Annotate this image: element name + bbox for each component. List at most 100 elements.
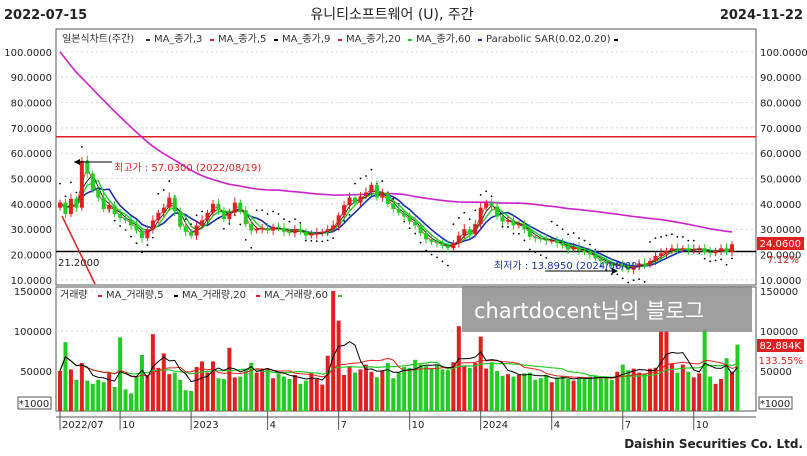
volume-bar: [506, 374, 510, 411]
candle-body: [249, 224, 254, 231]
sar-dot: [567, 233, 569, 236]
volume-bar: [129, 393, 134, 411]
sar-dot: [162, 189, 165, 191]
sar-dot: [321, 240, 324, 243]
volume-bar: [358, 369, 363, 411]
sar-dot: [146, 244, 149, 246]
sar-dot: [485, 190, 488, 193]
candle-body: [522, 224, 527, 230]
footer-brand: Daishin Securities Co. Ltd.: [624, 437, 803, 451]
volume-bar: [511, 376, 516, 411]
legend-swatch: [274, 39, 278, 41]
candle-body: [445, 245, 450, 249]
candle-body: [145, 229, 150, 239]
candle-body: [538, 238, 543, 240]
volume-bar: [369, 371, 374, 411]
volume-unit-right: *1000: [760, 399, 790, 410]
candle-body: [527, 229, 532, 237]
sar-dot: [59, 182, 61, 185]
chart-title: 유니티소프트웨어 (U), 주간: [310, 7, 473, 23]
price-badge-text: 24.0600: [760, 239, 801, 250]
candle-body: [533, 236, 538, 239]
candle-body: [631, 265, 636, 270]
x-tick-label: 2022/07: [62, 420, 104, 431]
sar-dot: [250, 246, 253, 249]
sar-dot: [709, 260, 712, 263]
x-tick-label: 10: [696, 420, 709, 431]
volume-bar: [183, 390, 188, 411]
volume-bar: [118, 337, 123, 411]
volume-unit-left: *1000: [19, 399, 49, 410]
candle-body: [609, 263, 614, 266]
trend-line: [61, 215, 96, 285]
price-tick-label-right: 70.0000: [760, 124, 801, 135]
volume-bar: [735, 344, 740, 411]
legend-swatch: [146, 39, 150, 41]
candle-body: [221, 210, 226, 220]
volume-tick-label-right: 50000: [760, 367, 792, 378]
volume-tick-label-right: 150000: [760, 287, 798, 298]
sar-dot: [627, 281, 630, 284]
sar-dot: [703, 257, 706, 260]
sar-dot: [436, 256, 438, 259]
sar-dot: [501, 225, 504, 228]
candle-body: [642, 263, 647, 265]
volume-bar: [139, 355, 144, 411]
candle-body: [189, 231, 194, 236]
candle-body: [577, 246, 582, 251]
volume-tick-label-left: 150000: [14, 287, 52, 298]
volume-bar: [467, 367, 472, 411]
sar-dot: [676, 235, 679, 238]
candle-body: [697, 248, 702, 250]
sar-dot: [660, 235, 662, 238]
volume-bar: [445, 370, 450, 411]
candle-body: [473, 224, 478, 235]
sar-dot: [343, 219, 345, 222]
candle-body: [298, 229, 303, 232]
legend-label: MA_종가,20: [346, 33, 401, 45]
sar-dot: [299, 222, 302, 224]
candle-body: [243, 210, 248, 225]
volume-unit-right-box: [758, 396, 793, 410]
sar-dot: [283, 218, 285, 220]
candle-body: [178, 211, 183, 227]
volume-bar: [216, 378, 221, 411]
volume-bar: [424, 366, 429, 411]
sar-dot: [632, 279, 635, 282]
volume-bar: [555, 377, 560, 411]
candle-body: [331, 225, 336, 230]
volume-pct: 133.55%: [759, 356, 804, 367]
level-label: 21.2000: [58, 258, 99, 269]
sar-dot: [578, 237, 580, 240]
price-tick-label-left: 20.0000: [11, 251, 52, 262]
volume-bar: [391, 378, 396, 411]
candle-body: [309, 234, 314, 236]
volume-unit-left-box: [17, 396, 52, 410]
candle-body: [653, 255, 658, 261]
sar-dot: [534, 251, 537, 254]
candle-body: [686, 248, 691, 251]
volume-bar: [385, 363, 390, 411]
volume-bar: [489, 362, 494, 411]
volume-bar: [593, 375, 598, 411]
legend-swatch: [614, 39, 618, 41]
volume-bar: [238, 376, 243, 411]
sar-dot: [408, 227, 411, 230]
candle-body: [139, 230, 144, 239]
sar-dot: [370, 168, 373, 171]
candle-body: [516, 224, 521, 226]
volume-bar: [598, 378, 603, 411]
volume-bar: [298, 383, 303, 411]
candle-body: [402, 212, 407, 217]
volume-bar: [631, 368, 636, 411]
candle-body: [369, 184, 374, 193]
price-tick-label-left: 80.0000: [11, 99, 52, 110]
sar-dot: [354, 182, 356, 185]
sar-dot: [195, 214, 198, 217]
candle-body: [271, 226, 276, 231]
volume-bar: [577, 377, 582, 411]
candle-body: [68, 198, 73, 215]
sar-dot: [474, 209, 477, 212]
candle-body: [434, 241, 439, 244]
ma3-line: [59, 165, 733, 269]
